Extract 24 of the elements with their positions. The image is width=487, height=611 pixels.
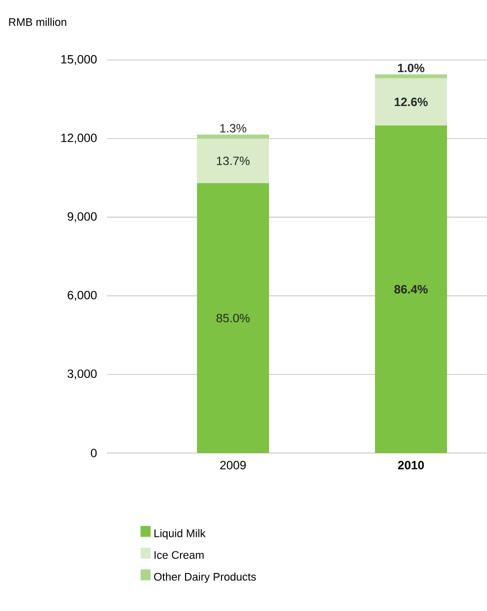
bar xyxy=(374,78,447,126)
x-tick-label: 2009 xyxy=(220,460,246,470)
legend-label: Other Dairy Products xyxy=(154,572,256,583)
bar xyxy=(196,183,269,453)
annotation: 86.4% xyxy=(394,285,428,294)
annotation: 85.0% xyxy=(216,314,250,322)
y-tick-label: 12,000 xyxy=(61,134,96,144)
y-tick-label: 6,000 xyxy=(67,290,96,301)
bar xyxy=(374,126,447,453)
annotation: 13.7% xyxy=(216,156,250,166)
annotation: 1.0% xyxy=(398,64,424,72)
bar xyxy=(196,134,269,139)
y-axis-title: RMB million xyxy=(8,18,66,26)
bar xyxy=(374,74,447,78)
legend-label: Liquid Milk xyxy=(154,529,206,540)
bar xyxy=(196,138,269,184)
y-tick-label: 15,000 xyxy=(61,55,96,65)
y-tick-label: 0 xyxy=(90,448,96,458)
y-tick-label: 3,000 xyxy=(67,369,96,380)
legend-label: Ice Cream xyxy=(154,551,204,559)
y-tick-label: 9,000 xyxy=(67,212,96,222)
annotation: 1.3% xyxy=(220,124,246,132)
annotation: 12.6% xyxy=(394,98,428,106)
x-tick-label: 2010 xyxy=(398,460,424,470)
